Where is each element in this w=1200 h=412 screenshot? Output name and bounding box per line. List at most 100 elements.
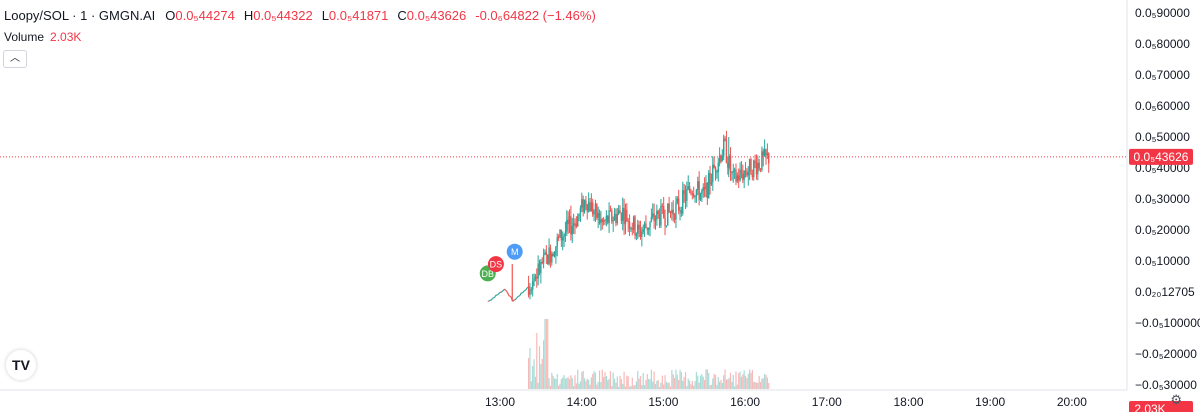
trade-marker-label: M [511,247,519,257]
price-tick-segment [509,295,512,298]
last-price-label: 0.0₅43626 [1134,150,1189,164]
volume-bar [642,372,644,389]
volume-bar [682,380,684,389]
candle-body [743,171,745,180]
volume-bar [701,374,703,389]
trade-marker[interactable]: DS [487,256,504,273]
volume-bar [616,376,618,389]
volume-bar [658,386,661,389]
candle-body [710,182,713,185]
symbol-title[interactable]: Loopy/SOL · 1 · GMGN.AI [4,8,156,23]
candle-body [716,171,718,173]
trade-marker-circle[interactable] [506,243,523,260]
price-tick-label: 0.0₅30000 [1135,192,1190,206]
volume-bar [661,375,663,389]
price-tick-segment [504,288,506,291]
candle-body [676,198,679,203]
volume-bar [719,381,721,389]
candle-body [650,216,653,222]
price-tick-label: −0.0₅20000 [1135,347,1197,361]
volume-bar [543,340,545,389]
collapse-legend-button[interactable]: ︿ [3,50,27,68]
volume-bar [686,386,688,389]
open-label: O [165,8,176,23]
tradingview-logo[interactable]: TV [6,350,36,380]
volume-bar [683,376,685,389]
volume-bar [613,378,616,389]
candle-body [613,213,616,221]
candle-body [646,227,648,230]
high-value: 0.0₅44322 [253,8,313,23]
volume-bar [645,379,647,389]
volume-bar [638,378,640,389]
candle-body [574,223,576,225]
candle-body [664,217,666,226]
candle-body [605,215,608,221]
volume-bar [634,384,636,389]
volume-bar [596,384,598,389]
volume-bar [736,384,738,389]
volume-bar [708,372,710,389]
candle-body [695,189,698,197]
volume-bar [650,369,652,389]
volume-bar [757,382,759,389]
candle-body [653,213,655,222]
volume-bar [732,374,734,389]
candle-body [691,193,694,195]
chevron-up-icon: ︿ [10,53,20,64]
time-tick-label: 18:00 [893,395,923,409]
volume-bar [538,346,541,389]
candle-body [527,285,530,295]
candle-body [654,219,657,222]
gear-icon[interactable]: ⚙ [1170,392,1182,407]
volume-bar [665,381,667,389]
candle-body [748,159,751,172]
price-tick-segment [490,299,493,301]
candle-body [641,231,643,237]
price-tick-segment [504,289,507,292]
volume-bar [705,369,707,389]
candle-body [765,149,767,156]
volume-bar [690,384,692,389]
candle-body [560,229,563,241]
candle-body [718,155,721,163]
price-tick-label: 0.0₅60000 [1135,99,1190,113]
candle-body [738,175,740,181]
open-value: 0.0₅44274 [175,8,235,23]
candle-body [529,289,531,295]
volume-bar [609,371,612,389]
volume-bar [612,372,614,389]
high-label: H [243,8,254,23]
candle-body [662,206,665,218]
candle-body [597,212,599,218]
candle-body [611,210,613,222]
volume-bar [693,385,695,389]
volume-bar [697,375,699,389]
candle-body [546,254,549,264]
volume-bar [751,369,753,389]
candle-body [755,162,758,175]
candle-body [723,138,725,156]
candle-body [665,225,668,227]
last-price-badge [1129,148,1193,165]
volume-bar [660,382,662,389]
candle-body [596,203,598,218]
candle-body [709,173,711,185]
candle-body [761,151,763,170]
candle-body [553,255,556,257]
volume-bar [552,375,554,389]
candle-body [594,203,597,212]
trade-marker-circle[interactable] [487,256,504,273]
volume-bars [527,319,770,389]
volume-label: Volume [4,30,45,44]
candle-body [643,223,646,230]
volume-bar [758,375,760,389]
candle-body [570,216,572,235]
volume-bar [551,372,553,389]
trade-marker[interactable]: M [506,243,523,260]
price-tick-segment [488,300,491,302]
candle-body [744,171,747,173]
volume-bar [631,377,633,389]
volume-bar [673,377,676,389]
